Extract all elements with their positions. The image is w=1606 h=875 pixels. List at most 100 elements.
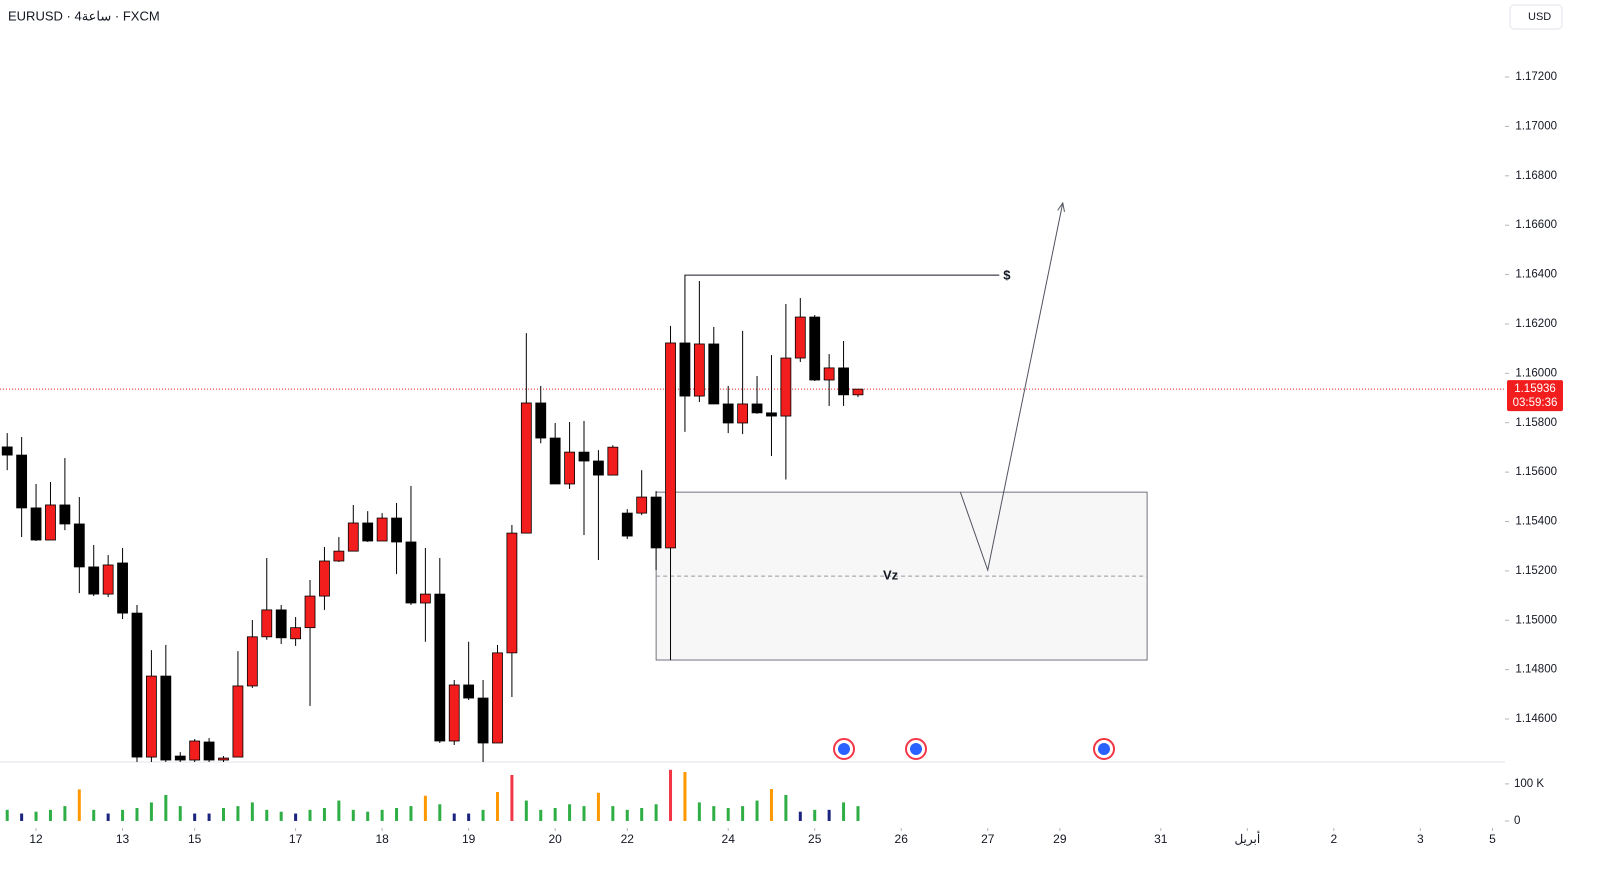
volume-bar <box>178 806 182 821</box>
candle-body <box>794 316 806 359</box>
candle-body <box>73 523 85 568</box>
x-tick-label: 27 <box>981 832 995 846</box>
candle-body <box>376 517 388 542</box>
candle-body <box>131 612 143 758</box>
candle-body <box>665 342 676 549</box>
x-tick-label: 22 <box>621 832 635 846</box>
candle-body <box>146 675 157 758</box>
last-price-label: 1.15936 <box>1514 383 1556 395</box>
volume-bar <box>207 813 211 821</box>
candle-body <box>16 454 28 509</box>
candle-body <box>506 532 518 654</box>
x-tick-label: 5 <box>1489 832 1496 846</box>
volume-bar <box>452 813 456 821</box>
volume-bar <box>596 792 600 821</box>
x-tick-label: 26 <box>895 832 909 846</box>
candle-body <box>737 403 749 424</box>
candle-body <box>766 412 777 417</box>
price-pane: Vz $ <box>0 201 1505 762</box>
candle-body <box>852 388 864 396</box>
currency-label: USD <box>1528 11 1551 23</box>
volume-bar <box>669 769 673 821</box>
volume-bar <box>121 809 125 821</box>
volume-bar <box>755 800 759 821</box>
volume-bar <box>366 811 370 821</box>
volume-bar <box>784 795 788 821</box>
candle-body <box>419 593 431 604</box>
candle-body <box>275 609 287 639</box>
event-icon-core <box>910 743 922 755</box>
chart-title: EURUSD · 4ساعة · FXCM <box>8 8 160 23</box>
volume-bar <box>741 806 745 821</box>
x-tick-label: 20 <box>548 832 562 846</box>
candle-body <box>117 562 128 614</box>
arrow-path <box>959 202 1064 573</box>
candle-body <box>708 343 720 405</box>
volume-bar <box>640 807 644 821</box>
y-tick-label: 1.16400 <box>1515 269 1557 281</box>
volume-bar <box>294 813 298 821</box>
candle-body <box>636 496 648 514</box>
candle-body <box>564 451 575 485</box>
candle-body <box>347 522 359 552</box>
volume-bar <box>769 789 773 821</box>
volume-bar <box>611 806 615 821</box>
volume-bar <box>351 809 355 821</box>
volume-bar <box>726 807 730 821</box>
candle-body <box>59 504 71 525</box>
event-icon-core <box>1098 743 1110 755</box>
volume-bar <box>409 806 413 821</box>
candle-body <box>549 437 561 485</box>
volume-bar <box>193 813 197 821</box>
x-tick-label: 2 <box>1330 832 1337 846</box>
candle-body <box>823 367 835 381</box>
candle-body <box>492 652 503 744</box>
candle-body <box>780 357 792 417</box>
volume-bar <box>337 800 341 821</box>
candle-body <box>102 564 114 595</box>
candle-body <box>304 595 316 629</box>
volume-bar <box>467 813 471 821</box>
candle-body <box>434 593 446 742</box>
candle-body <box>593 460 604 476</box>
volume-bar <box>697 802 701 821</box>
volume-bar <box>380 809 384 821</box>
candle-body <box>693 343 705 397</box>
candle-body <box>246 636 258 687</box>
candle-body <box>650 496 662 549</box>
x-tick-label: 17 <box>289 832 303 846</box>
volume-bar <box>510 774 514 821</box>
candle-body <box>1 446 13 456</box>
candle-body <box>189 740 201 761</box>
y-tick-label: 1.14600 <box>1515 713 1557 725</box>
candle-body <box>261 609 273 638</box>
x-tick-label: 13 <box>116 832 130 846</box>
y-tick-label: 1.16800 <box>1515 170 1557 182</box>
volume-bar <box>265 809 269 821</box>
y-tick-label: 1.15000 <box>1515 614 1557 626</box>
volume-bar <box>308 809 312 821</box>
candle-body <box>333 550 345 562</box>
x-tick-label: أبريل <box>1234 831 1260 846</box>
volume-bar <box>5 809 9 821</box>
volume-bar <box>654 804 658 821</box>
candle-body <box>463 684 475 699</box>
volume-bar <box>842 802 846 821</box>
volume-bar <box>625 809 629 821</box>
volume-bar <box>250 802 254 821</box>
candle-body <box>448 684 460 742</box>
volume-bar <box>48 809 52 821</box>
volume-bar <box>135 807 139 821</box>
candle-body <box>751 403 763 414</box>
x-tick-label: 24 <box>722 832 736 846</box>
candle-body <box>232 685 244 758</box>
level-label: $ <box>1003 268 1011 283</box>
volume-bar <box>20 813 24 821</box>
volume-bar <box>553 807 557 821</box>
candle-body <box>838 367 849 396</box>
volume-bar <box>423 795 427 821</box>
volume-bar <box>164 795 168 821</box>
y-tick-label: 1.16200 <box>1515 318 1557 330</box>
currency-button[interactable] <box>1509 4 1563 30</box>
volume-bar <box>63 806 67 821</box>
